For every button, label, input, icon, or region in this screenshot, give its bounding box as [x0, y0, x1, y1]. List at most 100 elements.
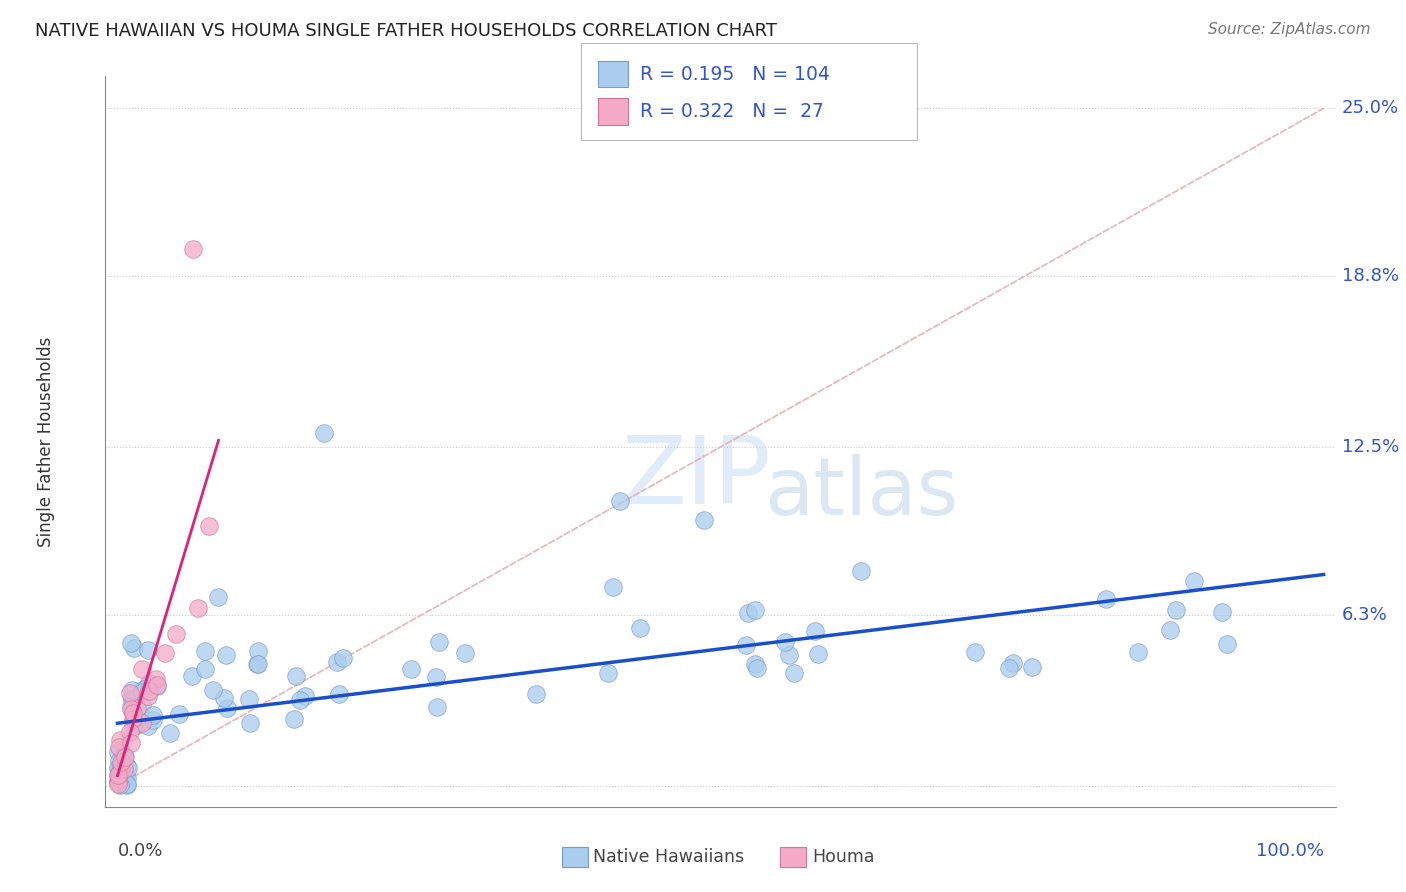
Point	[778, 648, 800, 662]
Point	[107, 777, 129, 791]
Point	[998, 661, 1021, 675]
Text: R = 0.195   N = 104: R = 0.195 N = 104	[640, 64, 830, 84]
Text: 12.5%: 12.5%	[1341, 438, 1399, 456]
Point	[426, 700, 449, 714]
Point	[1159, 623, 1181, 637]
Point	[107, 773, 129, 788]
Point	[326, 655, 349, 669]
Point	[121, 712, 143, 726]
Point	[135, 681, 157, 695]
Point	[744, 657, 766, 671]
Point	[332, 650, 354, 665]
Text: ZIP: ZIP	[621, 432, 772, 524]
Point	[108, 770, 131, 784]
Point	[112, 748, 135, 763]
Point	[136, 719, 159, 733]
Point	[127, 717, 149, 731]
Point	[180, 669, 202, 683]
Point	[1211, 605, 1233, 619]
Point	[146, 679, 169, 693]
Point	[283, 712, 305, 726]
Point	[107, 768, 129, 782]
Point	[108, 778, 131, 792]
Point	[138, 684, 160, 698]
Point	[122, 706, 145, 720]
Point	[108, 763, 131, 777]
Point	[159, 726, 181, 740]
Point	[1215, 637, 1237, 651]
Point	[217, 700, 239, 714]
Point	[131, 682, 153, 697]
Point	[194, 644, 217, 658]
Point	[745, 661, 768, 675]
Point	[963, 645, 986, 659]
Point	[125, 701, 148, 715]
Point	[804, 624, 827, 639]
Point	[118, 724, 141, 739]
Point	[114, 749, 136, 764]
Point	[120, 735, 142, 749]
Point	[107, 760, 129, 774]
Point	[598, 666, 620, 681]
Point	[212, 691, 235, 706]
Point	[602, 580, 624, 594]
Point	[120, 636, 142, 650]
Point	[122, 705, 145, 719]
Point	[1164, 602, 1187, 616]
Point	[117, 761, 139, 775]
Point	[120, 686, 142, 700]
Point	[239, 715, 262, 730]
Point	[1128, 645, 1150, 659]
Text: 0.0%: 0.0%	[118, 842, 163, 861]
Point	[142, 708, 165, 723]
Point	[524, 687, 547, 701]
Text: 6.3%: 6.3%	[1341, 606, 1388, 624]
Point	[153, 646, 176, 660]
Point	[111, 764, 134, 778]
Point	[121, 690, 143, 705]
Point	[198, 519, 221, 533]
Point	[737, 607, 759, 621]
Point	[122, 719, 145, 733]
Point	[146, 677, 169, 691]
Point	[202, 682, 225, 697]
Point	[145, 672, 167, 686]
Text: R = 0.322   N =  27: R = 0.322 N = 27	[640, 102, 824, 121]
Point	[111, 772, 134, 786]
Point	[1021, 660, 1043, 674]
Point	[131, 685, 153, 699]
Point	[115, 778, 138, 792]
Point	[120, 698, 142, 713]
Point	[849, 564, 872, 578]
Point	[454, 646, 477, 660]
Point	[194, 662, 217, 676]
Point	[115, 771, 138, 785]
Point	[693, 513, 716, 527]
Point	[294, 689, 316, 703]
Point	[131, 715, 153, 730]
Point	[425, 670, 447, 684]
Point	[744, 603, 766, 617]
Point	[142, 713, 165, 727]
Point	[112, 749, 135, 764]
Point	[609, 494, 631, 508]
Point	[110, 759, 132, 773]
Text: atlas: atlas	[763, 454, 957, 532]
Point	[246, 657, 269, 671]
Point	[108, 777, 131, 791]
Point	[136, 643, 159, 657]
Point	[112, 762, 135, 776]
Point	[114, 770, 136, 784]
Point	[107, 768, 129, 782]
Point	[110, 768, 132, 782]
Point	[124, 712, 146, 726]
Point	[427, 635, 450, 649]
Point	[167, 706, 190, 721]
Text: 100.0%: 100.0%	[1256, 842, 1323, 861]
Point	[246, 657, 269, 671]
Point	[247, 644, 270, 658]
Point	[328, 687, 350, 701]
Point	[1182, 574, 1205, 589]
Point	[115, 777, 138, 791]
Point	[136, 689, 159, 703]
